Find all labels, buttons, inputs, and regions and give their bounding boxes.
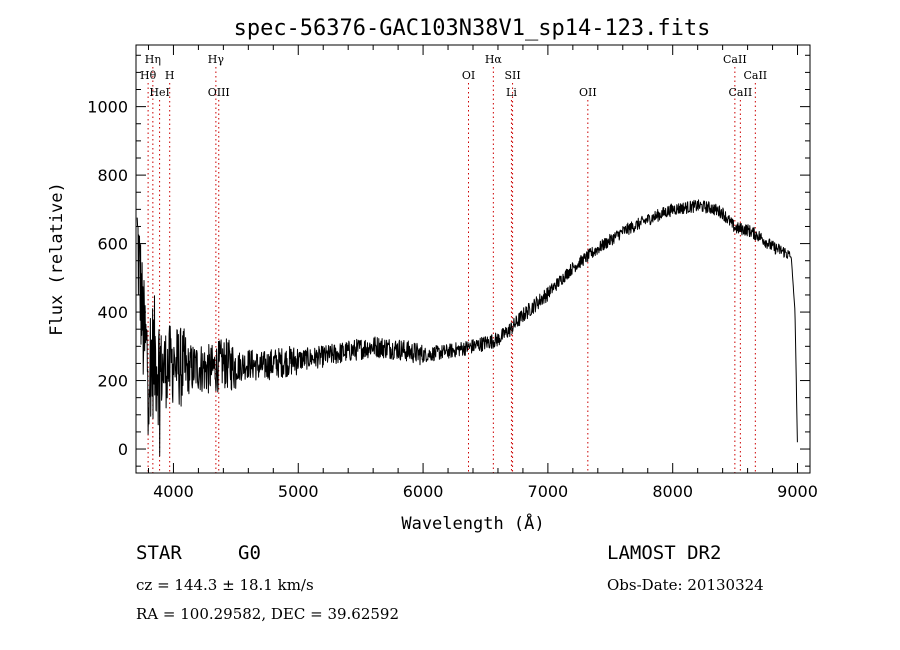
- spectral-line-label: CaII: [723, 53, 747, 66]
- y-axis-label: Flux (relative): [47, 182, 67, 336]
- spectral-line-label: Hθ: [140, 69, 157, 82]
- spectral-line-label: Hγ: [208, 53, 225, 66]
- x-tick-label: 4000: [153, 482, 194, 501]
- object-subclass: G0: [238, 542, 261, 564]
- object-class: STAR: [136, 542, 182, 564]
- spectral-line-label: OI: [462, 69, 475, 82]
- survey-name: LAMOST DR2: [607, 542, 722, 564]
- y-tick-label: 400: [97, 303, 128, 322]
- y-tick-label: 800: [97, 166, 128, 185]
- x-tick-label: 5000: [278, 482, 319, 501]
- y-tick-label: 1000: [87, 98, 128, 117]
- spectral-line-label: Li: [506, 86, 517, 99]
- spectral-line-label: OIII: [208, 86, 230, 99]
- observation-date: Obs-Date: 20130324: [607, 576, 764, 594]
- coordinates: RA = 100.29582, DEC = 39.62592: [136, 605, 400, 623]
- spectrum-line: [136, 199, 798, 457]
- spectral-line-label: OII: [579, 86, 597, 99]
- y-axis: 0 200 400 600 800 1000: [87, 54, 810, 467]
- x-tick-label: 9000: [777, 482, 818, 501]
- plot-frame: [135, 44, 811, 474]
- x-axis-label: Wavelength (Å): [401, 512, 544, 534]
- redshift-velocity: cz = 144.3 ± 18.1 km/s: [136, 576, 314, 594]
- spectral-line-label: Hα: [485, 53, 503, 66]
- x-tick-label: 8000: [652, 482, 693, 501]
- y-tick-label: 0: [118, 440, 128, 459]
- spectral-line-label: H: [165, 69, 175, 82]
- spectral-line-label: Hη: [145, 53, 161, 66]
- spectral-line-label: CaII: [743, 69, 767, 82]
- spectral-line-label: SII: [504, 69, 520, 82]
- y-tick-label: 600: [97, 235, 128, 254]
- x-tick-label: 7000: [528, 482, 569, 501]
- spectral-line-label: CaII: [729, 86, 753, 99]
- x-axis: 4000 5000 6000 7000 8000 9000: [147, 45, 818, 501]
- spectral-line-markers: [147, 67, 756, 473]
- x-tick-label: 6000: [403, 482, 444, 501]
- chart-title: spec-56376-GAC103N38V1_sp14-123.fits: [234, 16, 711, 41]
- spectral-line-label: HeI: [149, 86, 169, 99]
- y-tick-label: 200: [97, 372, 128, 391]
